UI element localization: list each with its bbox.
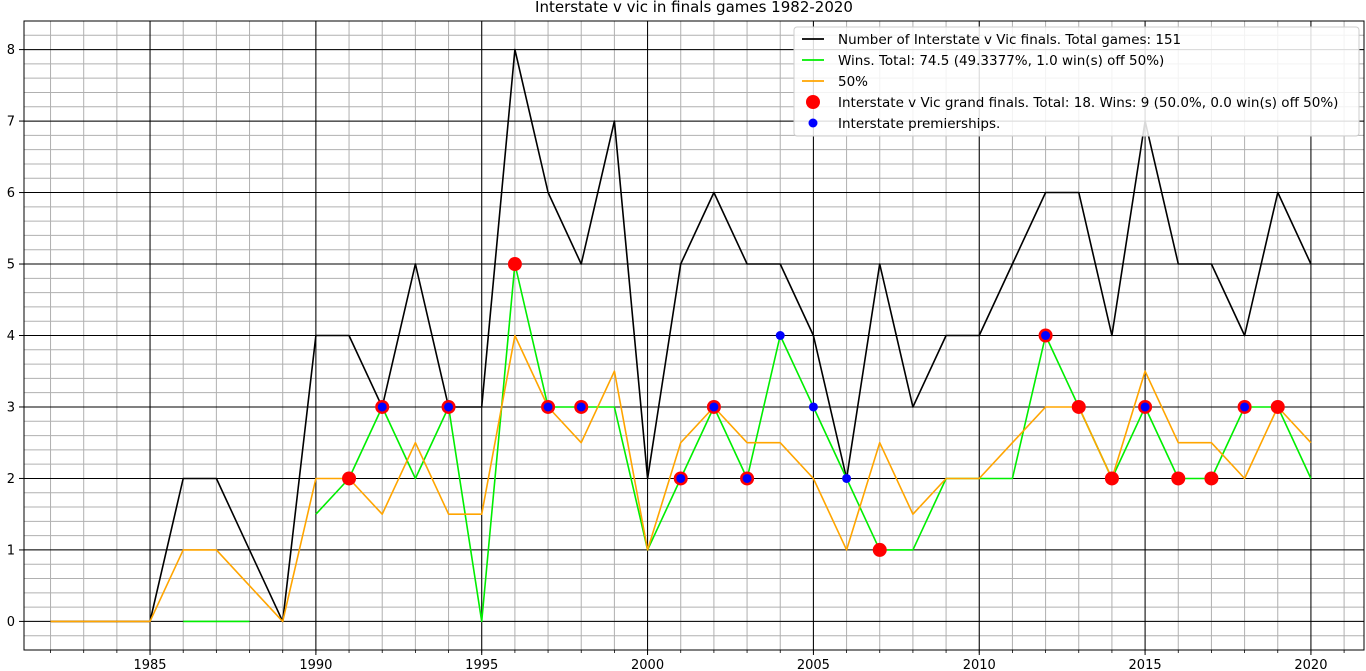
x-tick-label: 2015 bbox=[1129, 658, 1162, 671]
x-tick-label: 2010 bbox=[963, 658, 996, 671]
legend-label: Interstate premierships. bbox=[838, 116, 1000, 132]
legend-box bbox=[793, 26, 1360, 137]
legend: Number of Interstate v Vic finals. Total… bbox=[793, 26, 1360, 137]
premiership-point bbox=[377, 402, 387, 412]
premiership-point bbox=[842, 473, 852, 483]
legend-swatch-marker bbox=[806, 95, 820, 109]
y-tick-label: 2 bbox=[7, 472, 15, 487]
x-tick-label: 1985 bbox=[133, 658, 166, 671]
legend-label: Wins. Total: 74.5 (49.3377%, 1.0 win(s) … bbox=[838, 53, 1164, 69]
premiership-point bbox=[543, 402, 553, 412]
premiership-point bbox=[775, 331, 785, 340]
series-line-1 bbox=[50, 48, 1312, 623]
grand-final-point bbox=[1270, 399, 1285, 414]
premiership-point bbox=[1041, 331, 1051, 340]
grand-final-point bbox=[1104, 471, 1119, 486]
x-tick-label: 1990 bbox=[299, 658, 332, 671]
premiership-point bbox=[709, 402, 719, 412]
y-tick-label: 6 bbox=[7, 186, 15, 201]
y-tick-label: 0 bbox=[7, 615, 15, 630]
legend-label: 50% bbox=[838, 74, 868, 90]
series-line-3 bbox=[50, 334, 1312, 623]
x-tick-label: 2000 bbox=[631, 658, 664, 671]
premiership-point bbox=[742, 473, 752, 483]
axes: 1985 1990 1995 2000 2005 2010 2015 2020 0 1 2 3 4 5 6 7… bbox=[7, 20, 1365, 671]
grand-final-point bbox=[1204, 471, 1219, 486]
chart-title: Interstate v vic in finals games 1982-20… bbox=[535, 0, 853, 16]
premiership-point bbox=[1140, 402, 1150, 412]
premiership-point bbox=[1240, 402, 1250, 412]
premiership-point bbox=[444, 402, 454, 412]
legend-label: Interstate v Vic grand finals. Total: 18… bbox=[838, 95, 1338, 111]
y-tick-label: 8 bbox=[7, 43, 15, 58]
grand-final-point bbox=[872, 542, 887, 557]
grand-final-point bbox=[1171, 471, 1186, 486]
x-tick-label: 1995 bbox=[465, 658, 498, 671]
y-tick-label: 1 bbox=[7, 543, 15, 558]
x-tick-label: 2005 bbox=[797, 658, 830, 671]
premiership-point bbox=[676, 473, 686, 483]
premiership-point bbox=[808, 402, 818, 412]
premiership-point bbox=[576, 402, 586, 412]
x-tick-label: 2020 bbox=[1294, 658, 1327, 671]
legend-swatch-marker bbox=[808, 118, 818, 128]
y-tick-label: 4 bbox=[7, 329, 15, 344]
series-layer bbox=[50, 48, 1312, 623]
grand-final-point bbox=[342, 471, 357, 486]
grand-final-point bbox=[507, 257, 522, 272]
y-tick-label: 7 bbox=[7, 115, 15, 130]
grand-final-point bbox=[1071, 399, 1086, 414]
legend-label: Number of Interstate v Vic finals. Total… bbox=[838, 32, 1181, 48]
y-tick-label: 5 bbox=[7, 258, 15, 273]
y-tick-label: 3 bbox=[7, 400, 15, 415]
